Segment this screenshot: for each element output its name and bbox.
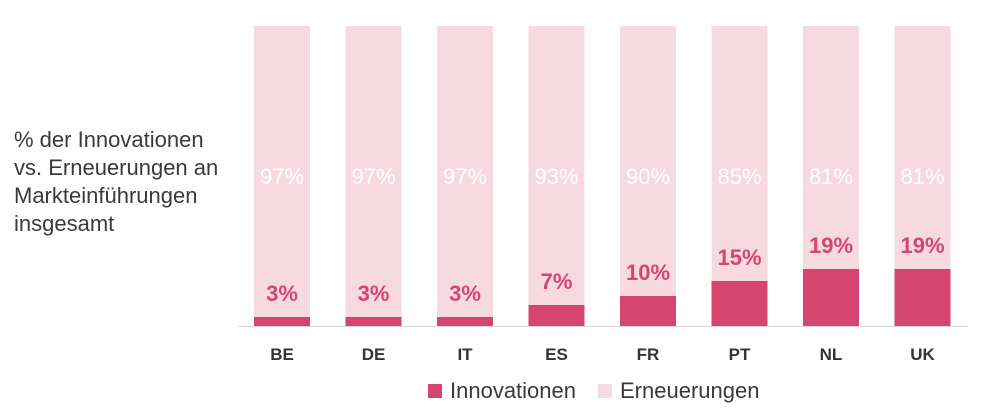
legend: Innovationen Erneuerungen [428, 378, 781, 404]
y-axis-title: % der Innovationen vs. Erneuerungen an M… [14, 126, 244, 238]
bar-innovationen-de [345, 317, 402, 326]
legend-label-erneuerungen: Erneuerungen [620, 378, 760, 403]
legend-item-erneuerungen: Erneuerungen [598, 378, 759, 404]
label-innovationen-pt: 15% [717, 245, 761, 270]
x-tick-label-uk: UK [910, 345, 935, 364]
label-innovationen-it: 3% [449, 281, 481, 306]
bar-erneuerungen-it [437, 26, 493, 317]
x-tick-label-de: DE [362, 345, 386, 364]
label-erneuerungen-fr: 90% [626, 164, 670, 189]
label-innovationen-fr: 10% [626, 260, 670, 285]
bar-innovationen-pt [711, 281, 768, 326]
bar-innovationen-uk [894, 269, 951, 326]
label-innovationen-es: 7% [541, 269, 573, 294]
label-erneuerungen-it: 97% [443, 164, 487, 189]
bar-erneuerungen-pt [711, 26, 768, 281]
label-innovationen-nl: 19% [809, 233, 853, 258]
label-erneuerungen-pt: 85% [717, 164, 761, 189]
y-axis-title-line: Markteinführungen [14, 183, 198, 208]
bar-innovationen-be [254, 317, 310, 326]
bar-innovationen-es [528, 305, 585, 326]
y-axis-title-line: vs. Erneuerungen an [14, 155, 219, 180]
bar-erneuerungen-de [345, 26, 402, 317]
label-erneuerungen-nl: 81% [809, 164, 853, 189]
label-innovationen-de: 3% [358, 281, 390, 306]
label-erneuerungen-uk: 81% [900, 164, 944, 189]
bar-erneuerungen-be [254, 26, 310, 317]
bar-erneuerungen-uk [894, 26, 951, 269]
label-innovationen-uk: 19% [900, 233, 944, 258]
x-tick-label-be: BE [270, 345, 294, 364]
legend-swatch-erneuerungen [598, 384, 612, 398]
x-tick-label-nl: NL [820, 345, 843, 364]
label-erneuerungen-es: 93% [534, 164, 578, 189]
bar-innovationen-fr [620, 296, 676, 326]
x-tick-label-it: IT [457, 345, 473, 364]
legend-swatch-innovationen [428, 384, 442, 398]
legend-label-innovationen: Innovationen [450, 378, 576, 403]
bar-erneuerungen-es [528, 26, 585, 305]
y-axis-title-line: % der Innovationen [14, 127, 204, 152]
label-erneuerungen-de: 97% [351, 164, 395, 189]
bar-innovationen-nl [803, 269, 859, 326]
label-innovationen-be: 3% [266, 281, 298, 306]
bar-innovationen-it [437, 317, 493, 326]
y-axis-title-line: insgesamt [14, 211, 115, 236]
x-tick-label-pt: PT [729, 345, 751, 364]
label-erneuerungen-be: 97% [260, 164, 304, 189]
bar-erneuerungen-nl [803, 26, 859, 269]
x-tick-label-fr: FR [637, 345, 660, 364]
bar-erneuerungen-fr [620, 26, 676, 296]
legend-item-innovationen: Innovationen [428, 378, 576, 404]
x-tick-label-es: ES [545, 345, 568, 364]
